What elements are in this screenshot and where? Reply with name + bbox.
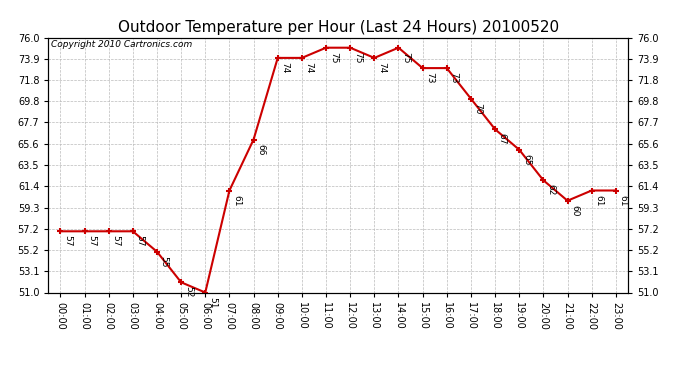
Text: 61: 61 — [595, 195, 604, 206]
Title: Outdoor Temperature per Hour (Last 24 Hours) 20100520: Outdoor Temperature per Hour (Last 24 Ho… — [117, 20, 559, 35]
Text: 57: 57 — [88, 236, 97, 247]
Text: Copyright 2010 Cartronics.com: Copyright 2010 Cartronics.com — [51, 40, 193, 49]
Text: 75: 75 — [402, 52, 411, 63]
Text: 70: 70 — [474, 103, 483, 114]
Text: 74: 74 — [377, 62, 386, 74]
Text: 52: 52 — [184, 286, 193, 298]
Text: 51: 51 — [208, 297, 217, 308]
Text: 57: 57 — [63, 236, 72, 247]
Text: 75: 75 — [329, 52, 338, 63]
Text: 62: 62 — [546, 184, 555, 196]
Text: 74: 74 — [281, 62, 290, 74]
Text: 73: 73 — [426, 72, 435, 84]
Text: 60: 60 — [571, 205, 580, 216]
Text: 55: 55 — [160, 256, 169, 267]
Text: 75: 75 — [353, 52, 362, 63]
Text: 66: 66 — [257, 144, 266, 155]
Text: 57: 57 — [136, 236, 145, 247]
Text: 74: 74 — [305, 62, 314, 74]
Text: 73: 73 — [450, 72, 459, 84]
Text: 65: 65 — [522, 154, 531, 165]
Text: 67: 67 — [498, 134, 507, 145]
Text: 61: 61 — [619, 195, 628, 206]
Text: 57: 57 — [112, 236, 121, 247]
Text: 61: 61 — [233, 195, 241, 206]
